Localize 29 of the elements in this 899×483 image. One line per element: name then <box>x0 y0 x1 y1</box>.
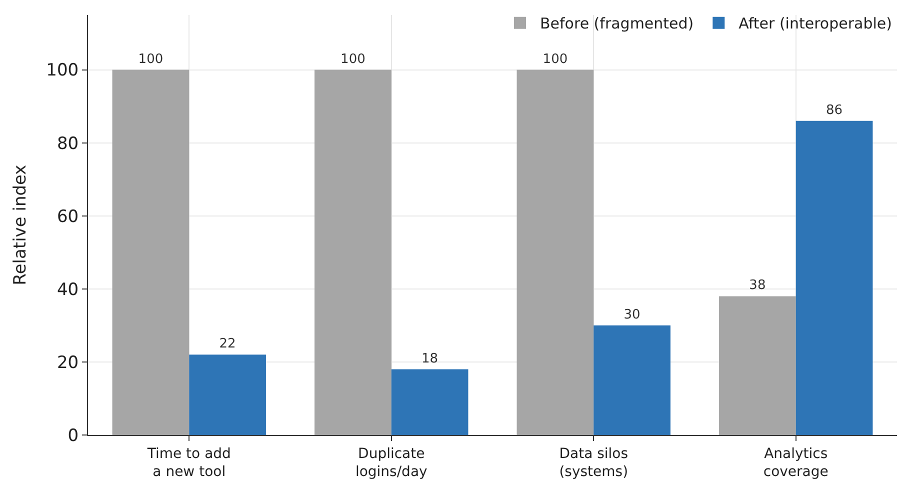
bar <box>112 70 190 435</box>
y-tick-label: 20 <box>56 352 79 373</box>
x-tick-label: Analytics coverage <box>763 446 828 480</box>
data-label: 100 <box>542 52 568 67</box>
bar <box>594 325 670 435</box>
bar <box>391 369 468 435</box>
data-label: 100 <box>340 52 366 67</box>
data-label: 86 <box>826 102 843 118</box>
legend-label: Before (fragmented) <box>540 14 694 33</box>
data-label: 100 <box>138 52 164 67</box>
x-tick-label: Data silos (systems) <box>559 446 628 480</box>
y-tick-label: 80 <box>56 134 79 154</box>
y-tick-label: 100 <box>46 60 79 81</box>
y-tick-label: 0 <box>68 426 79 446</box>
bar <box>314 70 392 435</box>
y-tick-label: 60 <box>56 206 79 227</box>
data-label: 38 <box>749 278 766 294</box>
bar <box>719 296 796 435</box>
legend-label: After (interoperable) <box>738 14 892 33</box>
bar <box>516 70 594 435</box>
y-tick-label: 40 <box>56 280 79 300</box>
data-label: 30 <box>624 307 640 322</box>
x-tick-label: Duplicate logins/day <box>355 446 428 480</box>
data-label: 22 <box>219 336 236 352</box>
x-tick-label: Time to add a new tool <box>146 446 231 480</box>
bar <box>189 354 266 435</box>
data-label: 18 <box>422 351 438 366</box>
bar <box>796 120 873 435</box>
y-axis-title: Relative index <box>10 164 31 286</box>
